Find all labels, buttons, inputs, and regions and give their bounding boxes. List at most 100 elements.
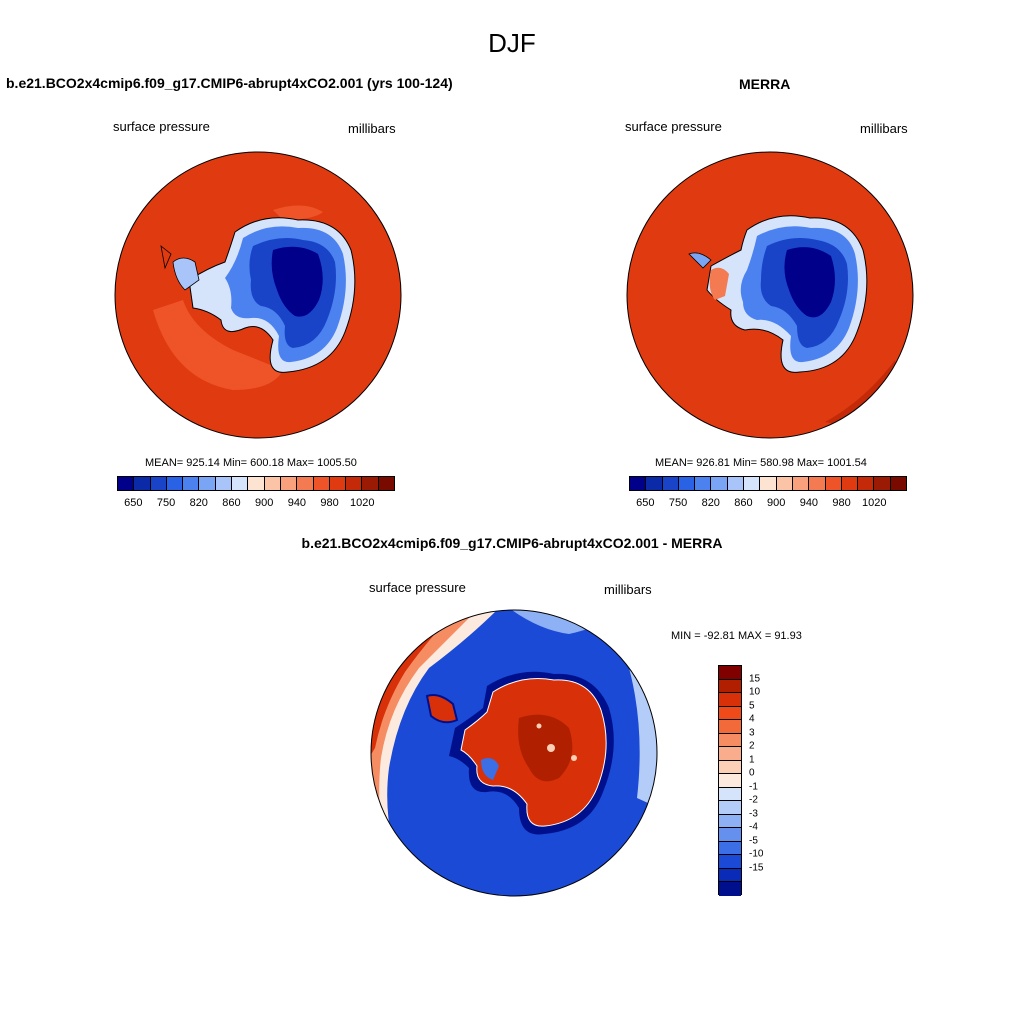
colorbar-tick-label: 980 xyxy=(832,497,851,509)
colorbar-segment xyxy=(695,477,712,490)
colorbar-segment xyxy=(719,841,741,856)
colorbar-segment xyxy=(719,814,741,829)
colorbar-segment xyxy=(199,477,216,490)
colorbar-segment xyxy=(719,787,741,802)
colorbar-segment xyxy=(264,477,281,490)
colorbar-segment xyxy=(719,693,741,707)
colorbar-segment xyxy=(678,477,696,490)
colorbar-segment xyxy=(719,882,741,896)
colorbar-segment xyxy=(792,477,810,490)
colorbar-segment xyxy=(166,477,184,490)
colorbar-tick-label: -5 xyxy=(749,835,758,847)
colorbar-segment xyxy=(362,477,379,490)
colorbar-segment xyxy=(719,801,741,815)
panel-model-stats: MEAN= 925.14 Min= 600.18 Max= 1005.50 xyxy=(145,457,357,469)
colorbar-tick-label: -10 xyxy=(749,848,764,860)
colorbar-segment xyxy=(719,666,741,680)
colorbar-segment xyxy=(378,477,395,490)
colorbar-segment xyxy=(727,477,745,490)
colorbar-tick-label: 15 xyxy=(749,673,761,685)
colorbar-segment xyxy=(346,477,363,490)
map-obs xyxy=(626,151,914,439)
colorbar-tick-label: 900 xyxy=(254,497,274,509)
colorbar-tick-label: 5 xyxy=(749,700,755,712)
colorbar-tick-label: 2 xyxy=(749,740,755,752)
colorbar-segment xyxy=(134,477,151,490)
colorbar-segment xyxy=(776,477,793,490)
colorbar-obs xyxy=(629,476,907,491)
colorbar-segment xyxy=(825,477,842,490)
panel-diff-title: b.e21.BCO2x4cmip6.f09_g17.CMIP6-abrupt4x… xyxy=(301,535,723,551)
map-diff xyxy=(370,609,658,897)
colorbar-tick-label: 3 xyxy=(749,727,755,739)
colorbar-segment xyxy=(890,477,907,490)
colorbar-segment xyxy=(760,477,777,490)
panel-obs-variable: surface pressure xyxy=(625,119,722,134)
colorbar-segment xyxy=(248,477,265,490)
colorbar-segment xyxy=(744,477,761,490)
colorbar-tick-label: 980 xyxy=(320,497,339,509)
colorbar-tick-label: 650 xyxy=(636,497,655,509)
colorbar-tick-label: 0 xyxy=(749,767,755,779)
colorbar-segment xyxy=(313,477,330,490)
map-model xyxy=(114,151,402,439)
colorbar-segment xyxy=(719,774,741,788)
panel-diff-units: millibars xyxy=(604,582,652,597)
colorbar-diff-ticks: 15 10 5 4 3 2 1 0 -1 -2 -3 -4 -5 -10 -15 xyxy=(749,665,789,895)
colorbar-segment xyxy=(646,477,663,490)
colorbar-segment xyxy=(719,855,741,869)
colorbar-segment xyxy=(215,477,233,490)
colorbar-segment xyxy=(719,747,741,761)
panel-diff-variable: surface pressure xyxy=(369,580,466,595)
colorbar-segment xyxy=(183,477,200,490)
colorbar-segment xyxy=(858,477,875,490)
colorbar-tick-label: 860 xyxy=(734,497,753,509)
colorbar-tick-label: -15 xyxy=(749,862,764,874)
colorbar-model xyxy=(117,476,395,491)
colorbar-segment xyxy=(297,477,314,490)
colorbar-segment xyxy=(719,760,741,775)
colorbar-tick-label: 750 xyxy=(156,497,176,509)
panel-diff-stats: MIN = -92.81 MAX = 91.93 xyxy=(671,630,802,642)
colorbar-segment xyxy=(809,477,826,490)
colorbar-segment xyxy=(874,477,891,490)
colorbar-segment xyxy=(719,733,741,748)
colorbar-tick-label: 650 xyxy=(124,497,143,509)
panel-obs-title: MERRA xyxy=(739,76,791,92)
colorbar-tick-label: 820 xyxy=(701,497,720,509)
colorbar-segment xyxy=(711,477,728,490)
colorbar-tick-label: -1 xyxy=(749,781,758,793)
colorbar-tick-label: 750 xyxy=(668,497,688,509)
colorbar-segment xyxy=(719,828,741,842)
colorbar-tick-label: 900 xyxy=(766,497,786,509)
colorbar-segment xyxy=(662,477,679,490)
colorbar-tick-label: -2 xyxy=(749,794,758,806)
colorbar-tick-label: 940 xyxy=(799,497,819,509)
colorbar-segment xyxy=(232,477,249,490)
colorbar-tick-label: 860 xyxy=(222,497,241,509)
colorbar-segment xyxy=(118,477,135,490)
colorbar-diff xyxy=(718,665,742,896)
panel-model-variable: surface pressure xyxy=(113,119,210,134)
panel-obs-units: millibars xyxy=(860,121,908,136)
colorbar-tick-label: 940 xyxy=(287,497,307,509)
colorbar-segment xyxy=(719,868,741,883)
panel-model-title: b.e21.BCO2x4cmip6.f09_g17.CMIP6-abrupt4x… xyxy=(6,75,453,91)
colorbar-tick-label: 1020 xyxy=(862,497,887,509)
figure-title: DJF xyxy=(488,28,536,58)
colorbar-tick-label: 4 xyxy=(749,713,755,725)
colorbar-tick-label: 1 xyxy=(749,754,755,766)
panel-model-units: millibars xyxy=(348,121,396,136)
colorbar-segment xyxy=(719,706,741,721)
colorbar-segment xyxy=(630,477,647,490)
colorbar-segment xyxy=(719,720,741,734)
colorbar-segment xyxy=(841,477,859,490)
colorbar-tick-label: 10 xyxy=(749,686,761,698)
colorbar-segment xyxy=(719,679,741,694)
colorbar-tick-label: -3 xyxy=(749,808,758,820)
colorbar-segment xyxy=(280,477,298,490)
colorbar-segment xyxy=(150,477,167,490)
colorbar-tick-label: -4 xyxy=(749,821,758,833)
colorbar-tick-label: 820 xyxy=(189,497,208,509)
colorbar-tick-label: 1020 xyxy=(350,497,375,509)
